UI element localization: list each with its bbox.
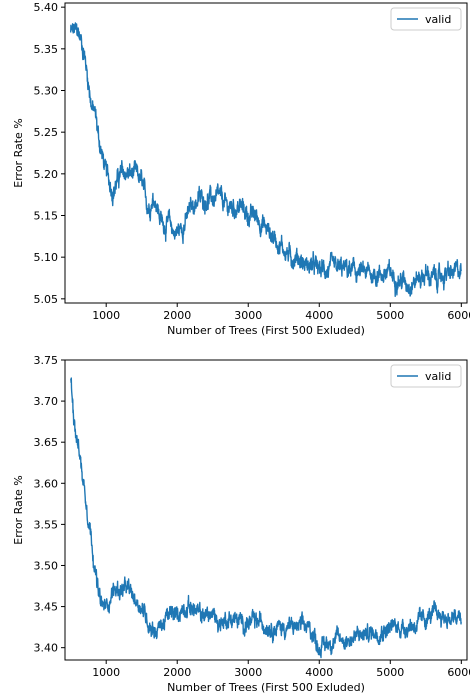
y-tick-label: 5.35 [34, 43, 59, 56]
y-tick-label: 3.75 [34, 354, 59, 367]
x-axis-label: Number of Trees (First 500 Exluded) [167, 681, 365, 694]
legend: valid [390, 7, 462, 31]
y-tick-label: 3.50 [34, 559, 59, 572]
x-tick-label: 4000 [305, 309, 333, 322]
x-tick-label: 1000 [92, 666, 120, 679]
x-tick-label: 6000 [447, 309, 470, 322]
y-axis-label: Error Rate % [12, 475, 25, 544]
x-tick-label: 1000 [92, 309, 120, 322]
y-tick-label: 5.20 [34, 168, 59, 181]
legend-label: valid [425, 13, 451, 26]
y-tick-label: 3.45 [34, 601, 59, 614]
x-tick-label: 2000 [163, 309, 191, 322]
x-tick-label: 3000 [234, 309, 262, 322]
plot-frame [64, 359, 468, 661]
y-tick-label: 3.55 [34, 518, 59, 531]
y-tick-label: 5.05 [34, 293, 59, 306]
y-tick-label: 3.65 [34, 436, 59, 449]
plot-frame [64, 2, 468, 304]
y-tick-label: 3.70 [34, 395, 59, 408]
y-tick-label: 5.40 [34, 1, 59, 14]
chart-2: 1000 2000 3000 4000 5000 6000 3.40 3.45 3.50 3.55… [12, 354, 470, 694]
x-tick-label: 2000 [163, 666, 191, 679]
legend: valid [390, 364, 462, 388]
chart-1: 1000 2000 3000 4000 5000 6000 5.05 5.10 5.15 5.20… [12, 1, 470, 337]
y-tick-label: 5.10 [34, 251, 59, 264]
y-tick-label: 5.15 [34, 210, 59, 223]
x-tick-label: 5000 [376, 666, 404, 679]
legend-box [390, 7, 462, 31]
series-line-valid [70, 22, 462, 297]
series-line-valid [70, 377, 462, 659]
x-tick-label: 3000 [234, 666, 262, 679]
x-axis-label: Number of Trees (First 500 Exluded) [167, 324, 365, 337]
x-tick-label: 5000 [376, 309, 404, 322]
legend-label: valid [425, 370, 451, 383]
legend-box [390, 364, 462, 388]
x-tick-label: 6000 [447, 666, 470, 679]
y-axis-label: Error Rate % [12, 118, 25, 187]
y-tick-label: 5.30 [34, 85, 59, 98]
y-tick-label: 5.25 [34, 126, 59, 139]
y-tick-label: 3.60 [34, 477, 59, 490]
y-tick-label: 3.40 [34, 642, 59, 655]
x-tick-label: 4000 [305, 666, 333, 679]
